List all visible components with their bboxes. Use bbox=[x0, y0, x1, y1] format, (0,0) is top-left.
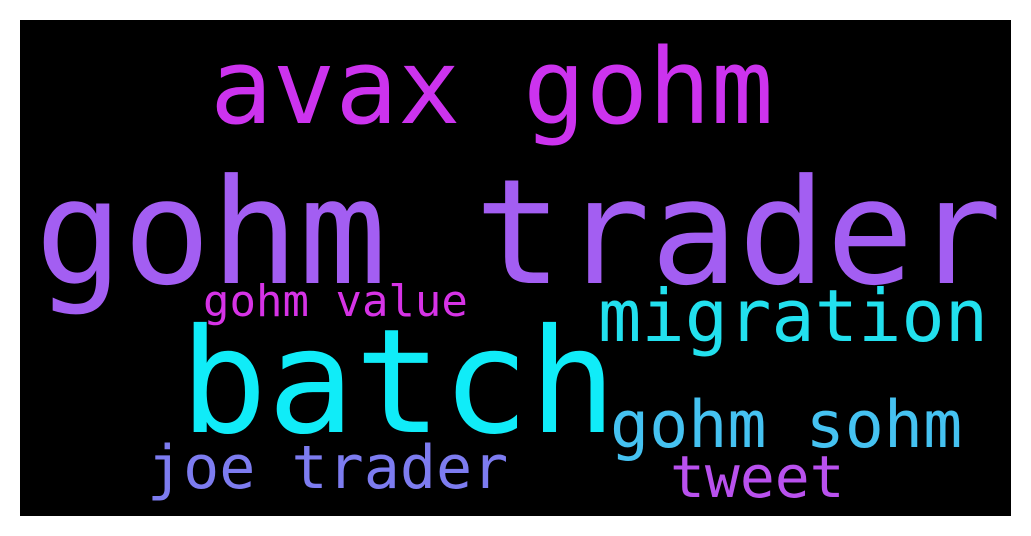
word-migration: migration bbox=[598, 274, 989, 358]
wordcloud-canvas: avax gohm gohm trader gohm value migrati… bbox=[20, 20, 1011, 516]
word-gohm-value: gohm value bbox=[203, 276, 468, 327]
word-joe-trader: joe trader bbox=[147, 433, 509, 503]
word-batch: batch bbox=[180, 298, 617, 467]
word-tweet: tweet bbox=[670, 443, 845, 511]
word-gohm-trader: gohm trader bbox=[35, 148, 1002, 318]
word-avax-gohm: avax gohm bbox=[210, 26, 774, 148]
word-gohm-sohm: gohm sohm bbox=[610, 388, 963, 463]
